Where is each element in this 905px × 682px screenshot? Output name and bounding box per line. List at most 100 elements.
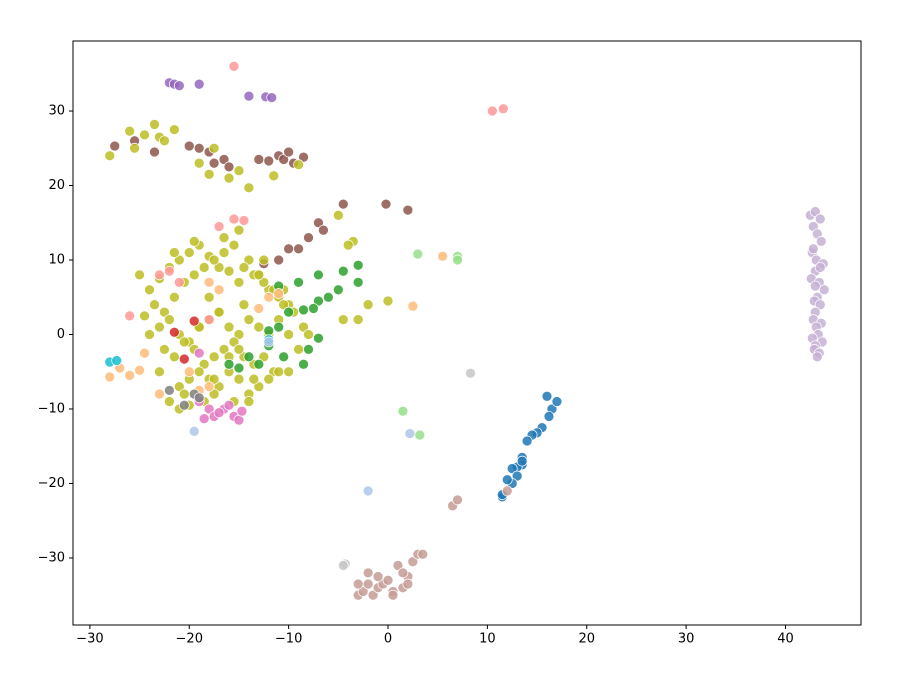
point [208,351,220,363]
point [814,262,826,273]
point [308,303,319,314]
x-tick-label: −20 [176,632,203,647]
point [178,388,190,400]
point [253,303,265,314]
point [273,254,285,266]
point [124,125,135,137]
point [407,556,419,568]
point [303,232,314,244]
point [243,351,255,363]
point [541,390,553,402]
point [188,425,200,437]
point [111,355,123,366]
point [213,407,225,419]
point [208,142,220,154]
point [169,326,180,338]
point [154,388,165,400]
point [367,589,379,601]
point [313,217,324,229]
point [223,172,235,184]
point [332,284,344,296]
point [208,157,220,169]
point [380,198,392,210]
point [362,578,374,590]
point [198,358,210,370]
point [352,259,364,271]
point [258,254,270,266]
point [159,306,170,318]
point [437,250,449,262]
point [139,347,150,359]
point [193,366,205,378]
y-tick-label: −20 [38,476,65,491]
point [268,170,280,182]
point [223,399,235,411]
point [169,124,180,135]
point [278,299,290,311]
point [298,321,309,333]
point [183,366,195,378]
point [362,485,374,497]
point [203,291,215,303]
point [203,381,215,392]
point [263,373,275,385]
point [253,321,265,333]
y-tick-label: −10 [38,401,65,416]
point [218,344,230,355]
point [362,299,374,311]
point [387,589,399,601]
point [814,299,826,311]
x-tick-label: 40 [777,632,794,647]
point [337,560,349,571]
x-tick-label: 30 [678,632,695,647]
point [337,198,349,210]
point [313,295,324,307]
point [807,243,819,255]
point [188,269,200,281]
y-tick-label: 20 [48,178,65,193]
point [263,336,275,348]
point [278,154,290,165]
point [352,276,364,288]
point [352,578,364,590]
point [238,299,250,311]
point [243,396,255,407]
point [337,265,349,277]
point [283,243,294,255]
point [372,571,384,582]
point [124,310,135,322]
point [144,329,155,340]
point [392,560,404,571]
y-tick-label: 10 [48,253,65,268]
point [397,567,409,579]
point [144,284,155,296]
point [243,90,255,102]
y-tick-label: −30 [38,550,65,565]
point [164,385,175,396]
point [283,329,294,340]
point [233,414,245,426]
point [551,396,563,407]
point [218,232,230,244]
point [278,351,290,363]
point [193,347,205,359]
point [223,265,235,277]
point [149,299,160,311]
point [124,370,135,381]
point [233,224,245,236]
point [417,548,429,560]
point [263,155,275,167]
point [273,288,285,299]
point [248,373,260,385]
point [521,435,533,447]
point [218,154,230,165]
point [543,411,555,422]
point [303,329,314,340]
point [164,396,175,407]
point [263,291,275,303]
point [178,336,190,348]
point [815,236,827,247]
point [193,78,205,90]
point [203,403,215,415]
